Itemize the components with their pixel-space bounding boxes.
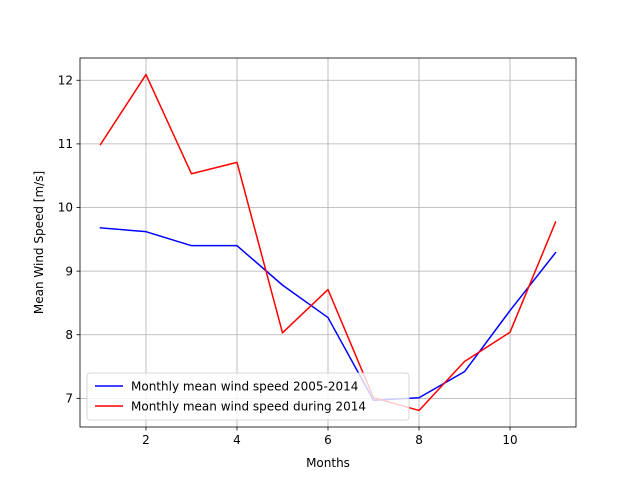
grid	[80, 58, 576, 427]
x-tick-label: 10	[502, 433, 517, 447]
x-tick-label: 4	[233, 433, 241, 447]
x-tick-label: 2	[142, 433, 150, 447]
y-tick-label: 12	[58, 73, 73, 87]
legend-label: Monthly mean wind speed 2005-2014	[131, 380, 358, 394]
series-line-2	[99, 73, 557, 412]
y-tick-label: 11	[58, 137, 73, 151]
y-tick-label: 7	[65, 392, 73, 406]
plot-lines	[99, 73, 557, 412]
legend: Monthly mean wind speed 2005-2014 Monthly…	[86, 372, 410, 421]
y-tick-label: 9	[65, 264, 73, 278]
x-axis-label: Months	[306, 456, 350, 470]
axis-ticks: 2 4 6 8 10 7 8 9 10 11 12	[58, 73, 518, 447]
y-tick-label: 10	[58, 201, 73, 215]
x-tick-label: 6	[324, 433, 332, 447]
y-tick-label: 8	[65, 328, 73, 342]
legend-box	[86, 372, 410, 421]
legend-label: Monthly mean wind speed during 2014	[131, 400, 366, 414]
y-axis-label: Mean Wind Speed [m/s]	[32, 171, 46, 314]
x-tick-label: 8	[415, 433, 423, 447]
